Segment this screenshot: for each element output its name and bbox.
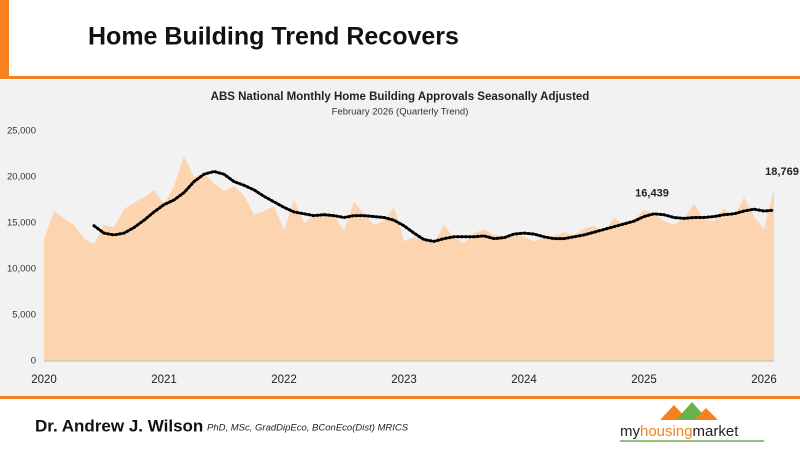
accent-line — [0, 76, 800, 79]
plot: 0 5,000 10,000 15,000 20,000 25,000 16,439 18,7… — [7, 126, 799, 387]
y-tick-label: 20,000 — [7, 172, 36, 183]
author: Dr. Andrew J. Wilson — [35, 416, 203, 435]
accent-bar — [0, 0, 9, 78]
x-tick-label: 2025 — [631, 374, 657, 386]
accent-line — [0, 396, 800, 399]
y-tick-label: 0 — [31, 356, 36, 367]
data-label: 16,439 — [635, 188, 669, 200]
data-label: 18,769 — [765, 166, 799, 178]
logo-part: my — [620, 423, 640, 440]
x-tick-label: 2021 — [151, 374, 177, 386]
logo-icon — [660, 402, 718, 420]
chart-title: ABS National Monthly Home Building Appro… — [211, 91, 590, 103]
credentials: PhD, MSc, GradDipEco, BConEco(Dist) MRIC… — [207, 423, 409, 434]
x-tick-label: 2020 — [31, 374, 57, 386]
x-tick-label: 2023 — [391, 374, 417, 386]
area — [44, 155, 774, 361]
logo-part: housing — [640, 423, 693, 440]
y-tick-label: 5,000 — [12, 310, 36, 321]
y-tick-label: 15,000 — [7, 218, 36, 229]
x-tick-label: 2024 — [511, 374, 537, 386]
slide-title: Home Building Trend Recovers — [88, 23, 459, 51]
logo-part: market — [693, 423, 740, 440]
x-tick-label: 2022 — [271, 374, 297, 386]
logo: myhousingmarket — [620, 423, 739, 440]
x-tick-label: 2026 — [751, 374, 777, 386]
chart-subtitle: February 2026 (Quarterly Trend) — [332, 107, 469, 118]
trend-line — [92, 169, 776, 243]
y-tick-label: 25,000 — [7, 126, 36, 137]
y-tick-label: 10,000 — [7, 264, 36, 275]
